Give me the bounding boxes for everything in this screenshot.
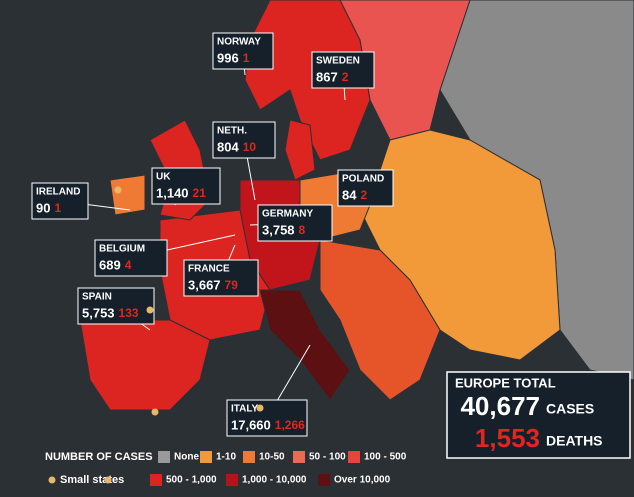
legend-swatch xyxy=(150,474,162,486)
total-deaths-label: DEATHS xyxy=(546,433,603,449)
callout-cases: 17,660 xyxy=(231,417,271,432)
small-state xyxy=(146,306,154,314)
legend-swatch xyxy=(243,451,255,463)
legend-small-states: Small states xyxy=(60,474,124,486)
callout-country: FRANCE xyxy=(188,264,230,275)
callout-deaths: 1 xyxy=(243,51,250,65)
callout-box xyxy=(226,399,308,437)
callout-box xyxy=(31,182,89,220)
callout-deaths: 2 xyxy=(342,70,349,84)
callout-cases: 3,758 xyxy=(262,222,295,237)
callout-country: SPAIN xyxy=(82,292,112,303)
callout-cases: 84 xyxy=(342,187,357,202)
callout-deaths: 21 xyxy=(193,186,207,200)
legend-small-states-dot xyxy=(48,476,56,484)
callout-box xyxy=(151,167,221,205)
callout-deaths: 133 xyxy=(119,306,139,320)
legend-label: 100 - 500 xyxy=(364,452,407,463)
callout-cases: 5,753 xyxy=(82,305,115,320)
callout-cases: 867 xyxy=(316,69,338,84)
callout-box xyxy=(212,32,274,70)
callout-cases: 804 xyxy=(217,139,239,154)
callout-deaths: 8 xyxy=(299,223,306,237)
legend-label: 1,000 - 10,000 xyxy=(242,475,307,486)
legend-swatch xyxy=(226,474,238,486)
callout-box xyxy=(337,169,394,207)
callout-cases: 1,140 xyxy=(156,185,189,200)
small-state xyxy=(256,404,264,412)
legend-label: Over 10,000 xyxy=(334,475,391,486)
small-state xyxy=(114,186,122,194)
legend-swatch xyxy=(293,451,305,463)
callout-country: NORWAY xyxy=(217,37,261,48)
legend-title: NUMBER OF CASES xyxy=(45,451,153,463)
total-box xyxy=(446,371,631,459)
total-cases-label: CASES xyxy=(546,401,594,417)
callout-box xyxy=(311,51,375,89)
callout-deaths: 1,266 xyxy=(275,418,305,432)
callout-country: IRELAND xyxy=(36,187,80,198)
legend-swatch xyxy=(348,451,360,463)
legend-label: 500 - 1,000 xyxy=(166,475,217,486)
callout-country: GERMANY xyxy=(262,209,313,220)
small-state xyxy=(151,408,159,416)
legend-label: 10-50 xyxy=(259,452,285,463)
legend-label: 1-10 xyxy=(216,452,236,463)
callout-cases: 689 xyxy=(99,257,121,272)
callout-cases: 90 xyxy=(36,200,50,215)
callout-box xyxy=(77,287,155,325)
callout-deaths: 2 xyxy=(360,188,367,202)
legend-swatch xyxy=(158,451,170,463)
callout-cases: 996 xyxy=(217,50,239,65)
callout-box xyxy=(212,121,276,159)
callout-country: NETH. xyxy=(217,126,247,137)
callout-country: BELGIUM xyxy=(99,244,145,255)
legend-label: None xyxy=(174,452,199,463)
callout-deaths: 1 xyxy=(54,201,61,215)
callout-deaths: 4 xyxy=(125,258,132,272)
total-deaths: 1,553 xyxy=(475,423,540,453)
callout-box xyxy=(183,259,259,297)
total-title: EUROPE TOTAL xyxy=(455,375,556,390)
small-state xyxy=(104,476,112,484)
callout-deaths: 10 xyxy=(243,140,257,154)
callout-country: ITALY xyxy=(231,404,259,415)
callout-country: POLAND xyxy=(342,174,384,185)
callout-box xyxy=(94,239,168,277)
callout-box xyxy=(257,204,333,242)
legend-swatch xyxy=(318,474,330,486)
callout-deaths: 79 xyxy=(225,278,239,292)
legend-label: 50 - 100 xyxy=(309,452,346,463)
callout-country: SWEDEN xyxy=(316,56,360,67)
callout-country: UK xyxy=(156,172,171,183)
legend-swatch xyxy=(200,451,212,463)
total-cases: 40,677 xyxy=(460,391,540,421)
callout-cases: 3,667 xyxy=(188,277,221,292)
